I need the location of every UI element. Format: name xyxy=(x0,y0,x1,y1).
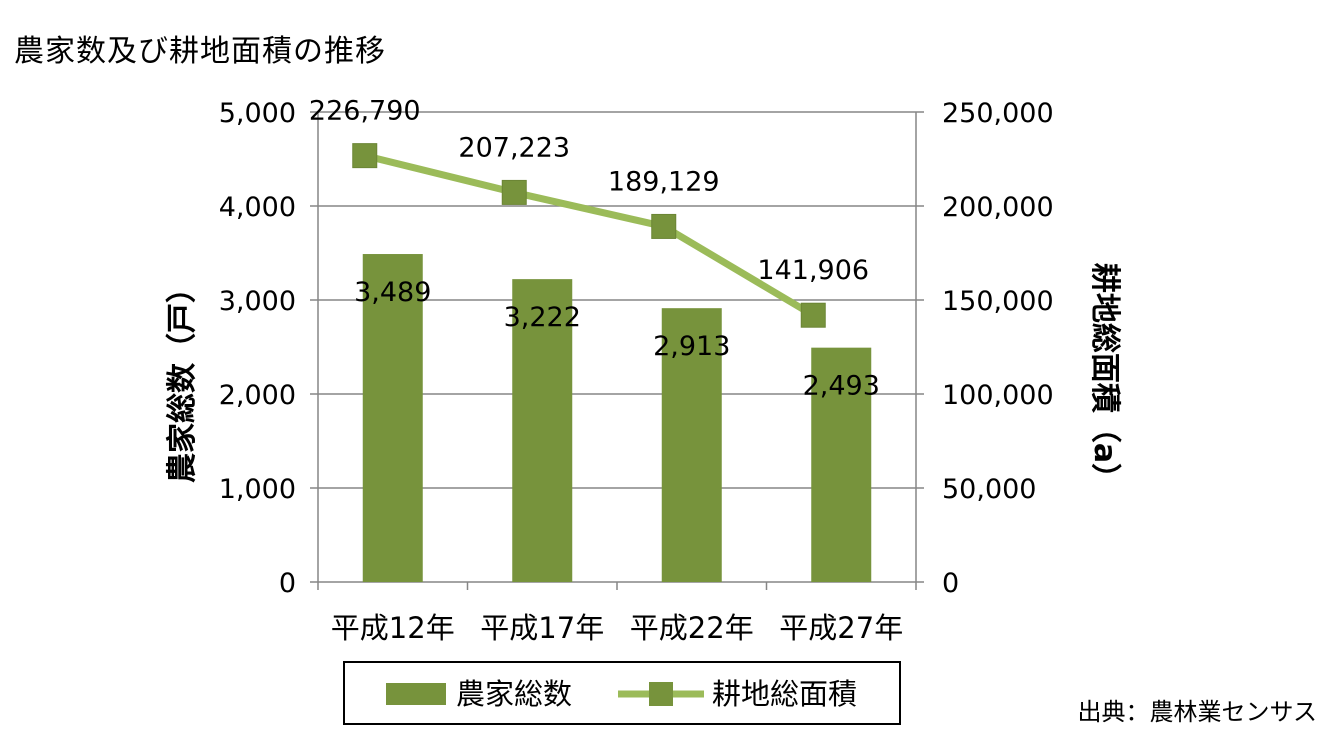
y-left-tick-label: 1,000 xyxy=(219,474,296,505)
y-right-tick-label: 200,000 xyxy=(942,192,1054,223)
bar-data-label: 2,913 xyxy=(653,331,730,362)
y-left-tick-label: 5,000 xyxy=(219,98,296,129)
line-marker xyxy=(501,179,527,205)
x-tick-label: 平成22年 xyxy=(630,611,754,645)
line-series xyxy=(363,152,816,319)
bar-data-label: 3,222 xyxy=(504,302,581,333)
y-left-tick-label: 0 xyxy=(279,568,296,599)
bar-data-label: 2,493 xyxy=(803,371,880,402)
y-left-axis-title: 農家総数（戸） xyxy=(165,273,200,483)
legend-swatch-marker xyxy=(649,682,673,706)
bar xyxy=(512,279,573,582)
source-note: 出典：農林業センサス xyxy=(1077,698,1317,726)
line-data-label: 189,129 xyxy=(608,166,720,197)
bar xyxy=(661,308,722,582)
bar-data-label: 3,489 xyxy=(354,277,431,308)
line-marker xyxy=(651,213,677,239)
y-left-tick-label: 2,000 xyxy=(219,380,296,411)
x-tick-label: 平成17年 xyxy=(480,611,604,645)
legend-label-line: 耕地総面積 xyxy=(712,677,857,711)
y-right-tick-label: 150,000 xyxy=(942,286,1054,317)
y-left-tick-label: 3,000 xyxy=(219,286,296,317)
line-data-label: 141,906 xyxy=(757,255,869,286)
y-right-tick-label: 250,000 xyxy=(942,98,1054,129)
line-marker xyxy=(800,302,826,328)
y-right-tick-label: 0 xyxy=(942,568,959,599)
line-data-label: 226,790 xyxy=(309,96,421,127)
x-tick-label: 平成27年 xyxy=(779,611,903,645)
line-marker xyxy=(352,143,378,169)
legend-swatch-bar xyxy=(386,683,446,705)
chart-title: 農家数及び耕地面積の推移 xyxy=(14,34,386,69)
y-right-tick-label: 50,000 xyxy=(942,474,1036,505)
y-left-tick-label: 4,000 xyxy=(219,192,296,223)
bar xyxy=(362,254,423,582)
y-right-tick-label: 100,000 xyxy=(942,380,1054,411)
x-tick-label: 平成12年 xyxy=(331,611,455,645)
line-data-label: 207,223 xyxy=(458,132,570,163)
y-right-axis-title: 耕地総面積（a） xyxy=(1087,263,1122,493)
bar xyxy=(811,347,872,582)
legend-label-bar: 農家総数 xyxy=(456,677,572,711)
